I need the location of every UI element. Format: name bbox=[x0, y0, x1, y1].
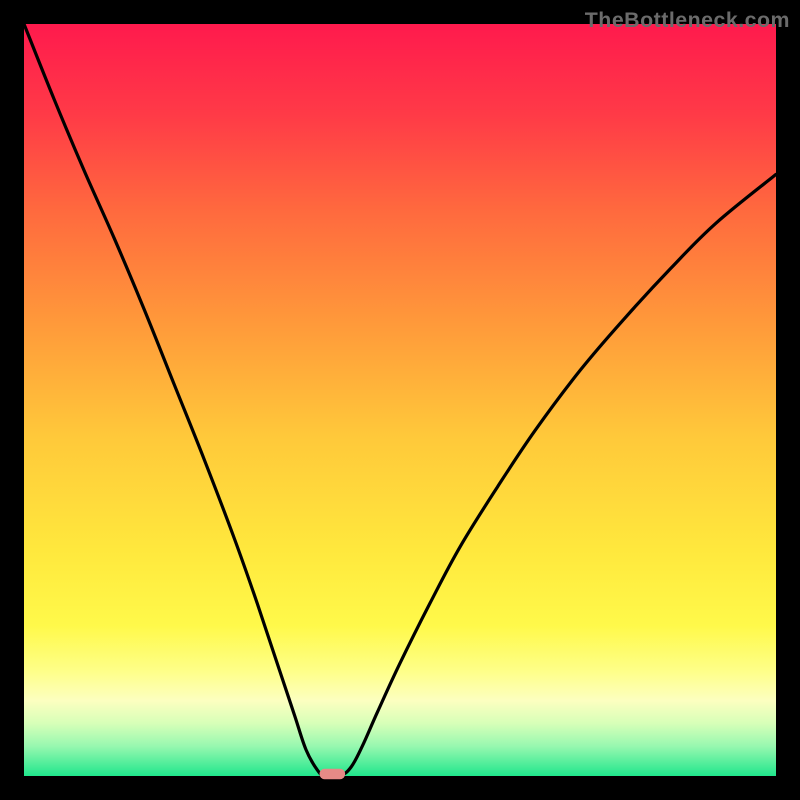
optimal-marker bbox=[320, 769, 346, 780]
bottleneck-chart: TheBottleneck.com bbox=[0, 0, 800, 800]
watermark-text: TheBottleneck.com bbox=[585, 8, 790, 33]
chart-svg bbox=[0, 0, 800, 800]
